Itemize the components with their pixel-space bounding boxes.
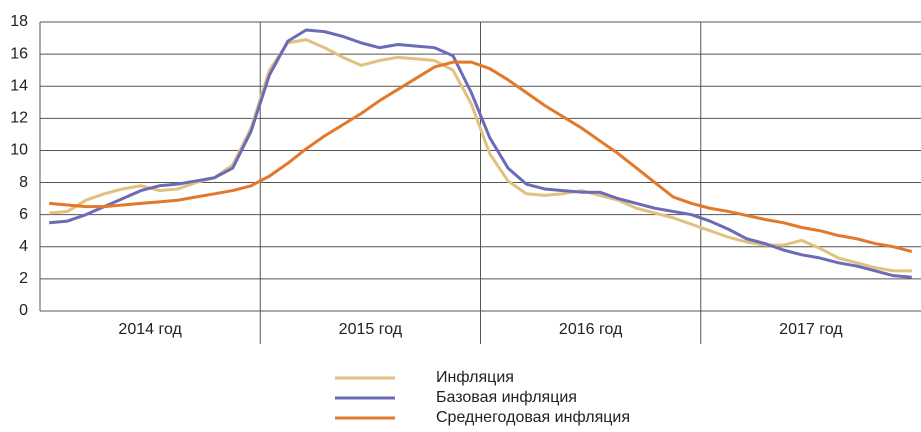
x-tick-label: 2017 год — [779, 321, 843, 338]
y-tick-label: 12 — [10, 110, 28, 127]
legend-label: Базовая инфляция — [436, 389, 577, 406]
y-tick-label: 18 — [10, 13, 28, 30]
series-line — [49, 28, 912, 279]
x-tick-label: 2015 год — [339, 321, 403, 338]
y-tick-label: 14 — [10, 77, 28, 94]
legend-label: Инфляция — [436, 369, 514, 386]
y-tick-label: 8 — [19, 174, 28, 191]
y-tick-label: 0 — [19, 302, 28, 319]
y-tick-label: 6 — [19, 206, 28, 223]
x-tick-label: 2014 год — [118, 321, 182, 338]
series-line — [49, 60, 913, 254]
legend-label: Среднегодовая инфляция — [436, 409, 630, 426]
y-tick-label: 16 — [10, 45, 28, 62]
x-tick-label: 2016 год — [559, 321, 623, 338]
y-tick-label: 2 — [19, 270, 28, 287]
y-tick-label: 4 — [19, 238, 28, 255]
y-tick-label: 10 — [10, 142, 28, 159]
